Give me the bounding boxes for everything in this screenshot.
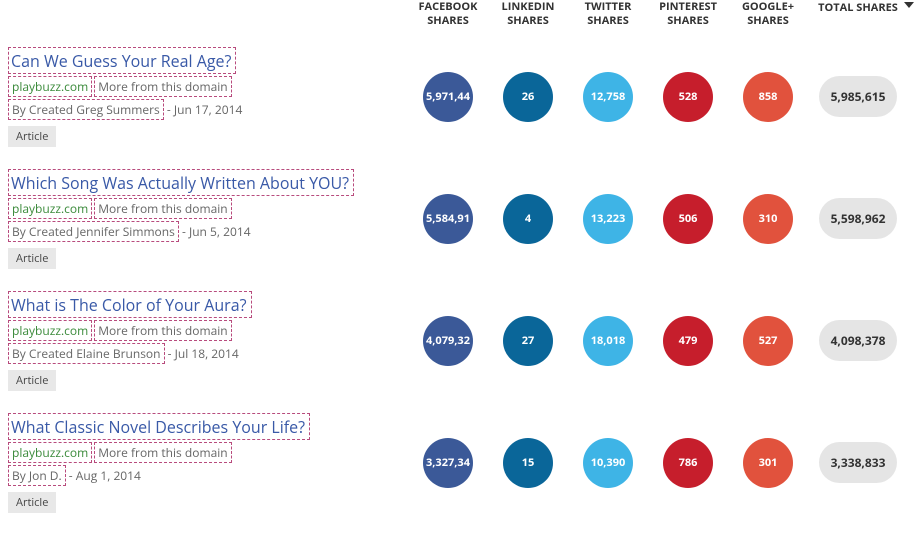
article-cell: Can We Guess Your Real Age?playbuzz.comM…: [8, 47, 408, 147]
pinterest-shares-value: 528: [663, 72, 713, 122]
date-sep: -: [164, 101, 174, 118]
pinterest-shares-value: 786: [663, 438, 713, 488]
linkedin-shares-value: 26: [503, 72, 553, 122]
pinterest-shares-value: 479: [663, 316, 713, 366]
twitter-shares-value: 10,390: [583, 438, 633, 488]
more-from-domain-link[interactable]: More from this domain: [94, 320, 231, 341]
total-shares-value: 5,598,962: [819, 198, 897, 239]
article-title-link[interactable]: What is The Color of Your Aura?: [8, 291, 252, 318]
article-byline: By Created Elaine Brunson: [8, 343, 165, 364]
googleplus-shares-value: 858: [743, 72, 793, 122]
article-byline: By Created Jennifer Simmons: [8, 221, 179, 242]
article-type-badge[interactable]: Article: [8, 370, 56, 391]
domain-link[interactable]: playbuzz.com: [8, 320, 92, 341]
date-sep: -: [165, 345, 175, 362]
article-title-link[interactable]: Can We Guess Your Real Age?: [8, 47, 236, 74]
domain-link[interactable]: playbuzz.com: [8, 76, 92, 97]
table-row: Can We Guess Your Real Age?playbuzz.comM…: [8, 47, 907, 147]
table-row: What is The Color of Your Aura?playbuzz.…: [8, 291, 907, 391]
column-header-pinterest[interactable]: PINTEREST SHARES: [648, 0, 728, 29]
facebook-shares-value: 5,971,44: [423, 72, 473, 122]
date-sep: -: [66, 467, 76, 484]
facebook-shares-value: 3,327,34: [423, 438, 473, 488]
twitter-shares-value: 13,223: [583, 194, 633, 244]
article-title-link[interactable]: Which Song Was Actually Written About YO…: [8, 169, 354, 196]
linkedin-shares-value: 27: [503, 316, 553, 366]
more-from-domain-link[interactable]: More from this domain: [94, 442, 231, 463]
article-date: Jul 18, 2014: [175, 345, 239, 362]
table-row: What Classic Novel Describes Your Life?p…: [8, 413, 907, 513]
article-type-badge[interactable]: Article: [8, 492, 56, 513]
article-type-badge[interactable]: Article: [8, 248, 56, 269]
googleplus-shares-value: 527: [743, 316, 793, 366]
table-row: Which Song Was Actually Written About YO…: [8, 169, 907, 269]
article-byline: By Created Greg Summers: [8, 99, 164, 120]
article-cell: Which Song Was Actually Written About YO…: [8, 169, 408, 269]
domain-link[interactable]: playbuzz.com: [8, 198, 92, 219]
column-header-linkedin[interactable]: LINKEDIN SHARES: [488, 0, 568, 29]
twitter-shares-value: 12,758: [583, 72, 633, 122]
column-header-total[interactable]: TOTAL SHARES: [808, 0, 908, 29]
article-date: Jun 5, 2014: [189, 223, 251, 240]
linkedin-shares-value: 4: [503, 194, 553, 244]
article-title-link[interactable]: What Classic Novel Describes Your Life?: [8, 413, 310, 440]
sort-descending-icon: [904, 2, 914, 8]
domain-link[interactable]: playbuzz.com: [8, 442, 92, 463]
article-type-badge[interactable]: Article: [8, 126, 56, 147]
column-header-facebook[interactable]: FACEBOOK SHARES: [408, 0, 488, 29]
facebook-shares-value: 5,584,91: [423, 194, 473, 244]
article-cell: What is The Color of Your Aura?playbuzz.…: [8, 291, 408, 391]
column-header-total-label: TOTAL SHARES: [818, 0, 898, 15]
pinterest-shares-value: 506: [663, 194, 713, 244]
twitter-shares-value: 18,018: [583, 316, 633, 366]
article-cell: What Classic Novel Describes Your Life?p…: [8, 413, 408, 513]
article-byline: By Jon D.: [8, 465, 66, 486]
googleplus-shares-value: 301: [743, 438, 793, 488]
header-row: FACEBOOK SHARES LINKEDIN SHARES TWITTER …: [8, 0, 907, 29]
total-shares-value: 4,098,378: [819, 320, 897, 361]
total-shares-value: 3,338,833: [819, 442, 897, 483]
total-shares-value: 5,985,615: [819, 76, 897, 117]
article-date: Jun 17, 2014: [174, 101, 242, 118]
linkedin-shares-value: 15: [503, 438, 553, 488]
more-from-domain-link[interactable]: More from this domain: [94, 198, 231, 219]
googleplus-shares-value: 310: [743, 194, 793, 244]
article-date: Aug 1, 2014: [76, 467, 141, 484]
facebook-shares-value: 4,079,32: [423, 316, 473, 366]
column-header-twitter[interactable]: TWITTER SHARES: [568, 0, 648, 29]
more-from-domain-link[interactable]: More from this domain: [94, 76, 231, 97]
date-sep: -: [179, 223, 189, 240]
column-header-googleplus[interactable]: GOOGLE+ SHARES: [728, 0, 808, 29]
